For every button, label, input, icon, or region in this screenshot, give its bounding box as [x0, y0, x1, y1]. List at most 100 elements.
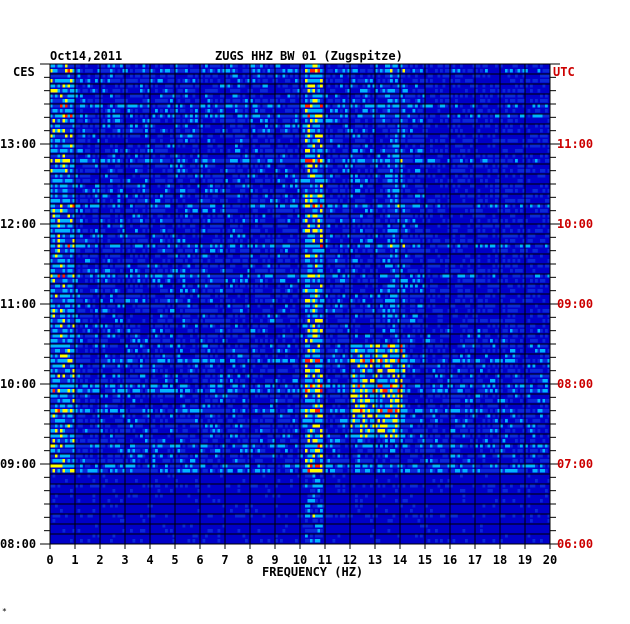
heat-cell: [137, 259, 141, 263]
heat-cell: [62, 79, 66, 83]
heat-cell: [300, 254, 303, 258]
heat-cell: [467, 204, 471, 208]
heat-cell: [95, 204, 98, 208]
heat-cell: [375, 89, 378, 93]
heat-cell: [185, 84, 188, 88]
heat-cell: [280, 244, 283, 248]
heat-cell: [267, 209, 271, 213]
heat-cell: [530, 194, 533, 198]
heat-cell: [390, 234, 393, 238]
heat-cell: [295, 149, 298, 153]
heat-cell: [72, 214, 76, 218]
heat-cell: [430, 79, 433, 83]
heat-cell: [245, 109, 248, 113]
heat-cell: [260, 159, 263, 163]
heat-cell: [105, 269, 108, 273]
heat-cell: [345, 114, 348, 118]
heat-cell: [495, 129, 498, 133]
heat-cell: [435, 84, 438, 88]
heat-cell: [200, 229, 203, 233]
heat-cell: [527, 129, 531, 133]
heat-cell: [257, 134, 261, 138]
heat-cell: [325, 119, 328, 123]
heat-cell: [85, 124, 88, 128]
heat-cell: [455, 204, 458, 208]
heat-cell: [125, 129, 128, 133]
heat-cell: [352, 64, 356, 68]
heat-cell: [475, 224, 478, 228]
heat-cell: [260, 169, 263, 173]
heat-cell: [387, 194, 391, 198]
heat-cell: [187, 249, 191, 253]
heat-cell: [57, 224, 61, 228]
heat-cell: [107, 119, 111, 123]
heat-cell: [320, 154, 323, 158]
heat-cell: [235, 69, 238, 73]
heat-cell: [50, 169, 53, 173]
heat-cell: [70, 174, 73, 178]
heat-cell: [505, 154, 508, 158]
heat-cell: [450, 204, 453, 208]
heat-cell: [222, 184, 226, 188]
heat-cell: [205, 74, 208, 78]
heat-cell: [345, 214, 348, 218]
heat-cell: [70, 169, 73, 173]
heat-cell: [107, 234, 111, 238]
heat-cell: [67, 74, 71, 78]
heat-cell: [455, 169, 458, 173]
heat-cell: [165, 249, 168, 253]
heat-cell: [415, 84, 418, 88]
heat-cell: [335, 159, 338, 163]
heat-cell: [387, 229, 391, 233]
heat-cell: [310, 104, 313, 108]
heat-cell: [542, 99, 546, 103]
heat-cell: [310, 239, 313, 243]
heat-cell: [135, 214, 138, 218]
heat-cell: [247, 204, 251, 208]
heat-cell: [477, 239, 481, 243]
heat-cell: [235, 259, 238, 263]
heat-cell: [377, 74, 381, 78]
heat-cell: [517, 199, 521, 203]
heat-cell: [220, 269, 223, 273]
heat-cell: [97, 199, 101, 203]
heat-cell: [272, 69, 276, 73]
heat-cell: [122, 194, 126, 198]
heat-cell: [162, 204, 166, 208]
heat-cell: [222, 234, 226, 238]
heat-cell: [80, 109, 83, 113]
heat-cell: [130, 209, 133, 213]
heat-cell: [217, 224, 221, 228]
heat-cell: [307, 209, 311, 213]
heat-cell: [325, 174, 328, 178]
heat-cell: [82, 124, 86, 128]
heat-cell: [312, 229, 316, 233]
heat-cell: [215, 64, 218, 68]
heat-cell: [190, 104, 193, 108]
heat-cell: [430, 264, 433, 268]
heat-cell: [412, 199, 416, 203]
heat-cell: [505, 249, 508, 253]
heat-cell: [327, 144, 331, 148]
heat-cell: [517, 269, 521, 273]
heat-cell: [262, 254, 266, 258]
heat-cell: [297, 109, 301, 113]
heat-cell: [380, 189, 383, 193]
heat-cell: [175, 239, 178, 243]
heat-cell: [507, 94, 511, 98]
heat-cell: [77, 239, 81, 243]
heat-cell: [162, 129, 166, 133]
heat-cell: [267, 239, 271, 243]
heat-cell: [87, 84, 91, 88]
heat-cell: [155, 194, 158, 198]
heat-cell: [355, 234, 358, 238]
heat-cell: [317, 169, 321, 173]
heat-cell: [495, 114, 498, 118]
heat-cell: [512, 174, 516, 178]
heat-cell: [305, 69, 308, 73]
heat-cell: [100, 94, 103, 98]
heat-cell: [312, 109, 316, 113]
heat-cell: [320, 204, 323, 208]
heat-cell: [322, 209, 326, 213]
heat-cell: [147, 109, 151, 113]
